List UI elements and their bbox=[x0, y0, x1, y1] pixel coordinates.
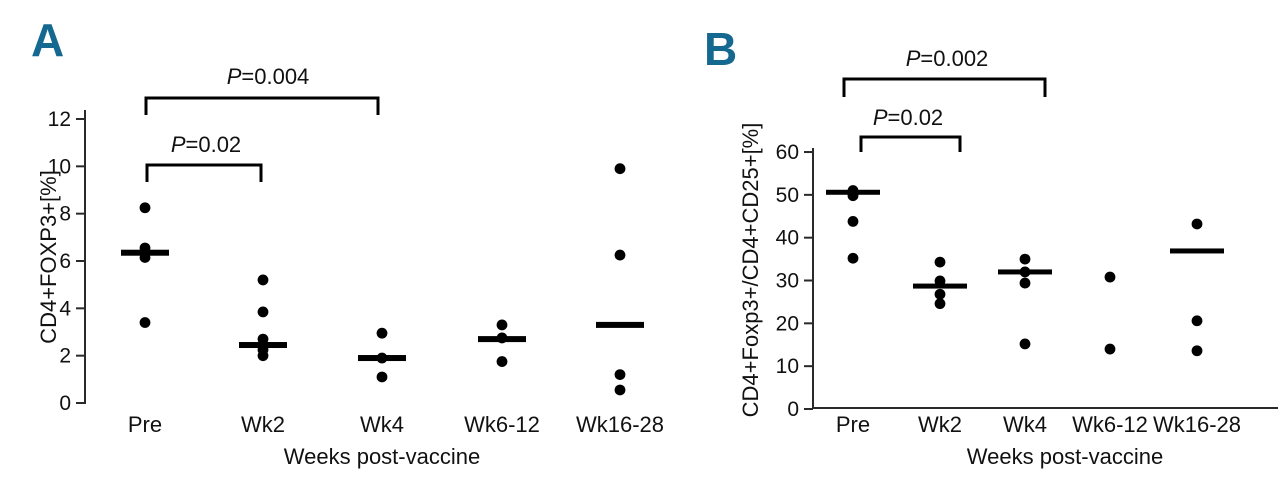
y-tick-label: 12 bbox=[48, 108, 71, 131]
y-axis-title: CD4+Foxp3+/CD4+CD25+[%] bbox=[738, 123, 763, 418]
data-point bbox=[376, 352, 388, 364]
y-tick-label: 60 bbox=[776, 141, 799, 164]
y-tick-label: 0 bbox=[787, 398, 799, 421]
category-label: Wk6-12 bbox=[1072, 412, 1148, 437]
category-label: Wk6-12 bbox=[464, 412, 540, 437]
data-point bbox=[139, 202, 151, 214]
category-label: Wk16-28 bbox=[576, 412, 664, 437]
data-point bbox=[847, 190, 859, 202]
data-point bbox=[1019, 266, 1031, 278]
significance-bracket bbox=[145, 163, 263, 182]
data-point bbox=[257, 306, 269, 318]
category-label: Wk4 bbox=[360, 412, 404, 437]
data-point bbox=[139, 242, 151, 254]
y-axis-title: CD4+FOXP3+[%] bbox=[36, 170, 61, 344]
data-point bbox=[934, 288, 946, 300]
data-point bbox=[934, 275, 946, 287]
data-point bbox=[1104, 343, 1116, 355]
p-value-label: P=0.02 bbox=[171, 132, 241, 157]
y-tick-label: 10 bbox=[776, 355, 799, 378]
data-point bbox=[847, 216, 859, 227]
x-axis-title: Weeks post-vaccine bbox=[284, 444, 480, 469]
significance-bracket bbox=[144, 96, 380, 115]
y-tick-label: 6 bbox=[59, 250, 71, 273]
category-label: Pre bbox=[128, 412, 162, 437]
median-bar bbox=[1170, 248, 1224, 254]
panel-b-letter: B bbox=[704, 23, 738, 75]
data-point bbox=[1104, 271, 1116, 283]
significance-bracket bbox=[859, 135, 962, 152]
data-point bbox=[139, 252, 151, 263]
y-tick-label: 8 bbox=[59, 203, 71, 226]
data-point bbox=[139, 317, 151, 328]
data-point bbox=[496, 332, 508, 344]
data-point bbox=[1191, 345, 1203, 357]
p-value-label: P=0.002 bbox=[906, 46, 989, 71]
x-axis-title: Weeks post-vaccine bbox=[967, 444, 1163, 469]
y-tick-label: 50 bbox=[776, 184, 799, 207]
p-value-label: P=0.004 bbox=[227, 64, 310, 89]
panel-a-letter: A bbox=[31, 14, 65, 66]
data-point bbox=[496, 356, 508, 367]
category-label: Pre bbox=[836, 412, 870, 437]
significance-bracket bbox=[842, 77, 1047, 97]
data-point bbox=[847, 252, 859, 264]
data-point bbox=[934, 298, 946, 310]
category-label: Wk2 bbox=[918, 412, 962, 437]
category-label: Wk4 bbox=[1003, 412, 1047, 437]
data-point bbox=[614, 163, 626, 175]
panel-b-plot: 0 10 20 30 40 50 60 Pre Wk2 Wk4 Wk6-12 Wk16-28 Weeks… bbox=[738, 46, 1278, 469]
panel-a: A 0 2 4 6 8 10 12 Pre Wk2 Wk4 Wk6-12 Wk16-28 Weeks p… bbox=[31, 14, 664, 469]
data-point bbox=[257, 333, 269, 345]
y-tick-label: 20 bbox=[776, 312, 799, 335]
category-label: Wk16-28 bbox=[1153, 412, 1241, 437]
data-point bbox=[1191, 315, 1203, 327]
median-bar bbox=[596, 321, 644, 328]
y-tick-label: 10 bbox=[48, 155, 71, 178]
data-point bbox=[1019, 253, 1031, 265]
data-point bbox=[257, 274, 269, 286]
panel-a-plot: 0 2 4 6 8 10 12 Pre Wk2 Wk4 Wk6-12 Wk16-28 Weeks pos… bbox=[36, 64, 664, 469]
y-tick-label: 4 bbox=[59, 297, 71, 320]
data-point bbox=[934, 256, 946, 268]
y-tick-label: 2 bbox=[59, 345, 71, 368]
y-tick-label: 30 bbox=[776, 270, 799, 293]
data-point bbox=[257, 350, 269, 362]
data-point bbox=[614, 249, 626, 261]
data-point bbox=[376, 327, 388, 339]
y-tick-label: 0 bbox=[59, 392, 71, 415]
data-point bbox=[496, 319, 508, 331]
data-point bbox=[1019, 277, 1031, 289]
panel-b: B 0 10 20 30 40 50 60 Pre Wk2 Wk4 Wk6-12 Wk16-28 Wee… bbox=[690, 0, 1280, 485]
y-tick-label: 40 bbox=[776, 227, 799, 250]
data-point bbox=[614, 384, 626, 396]
p-value-label: P=0.02 bbox=[873, 105, 943, 130]
data-point bbox=[376, 371, 388, 383]
data-point bbox=[1191, 218, 1203, 230]
data-point bbox=[1019, 338, 1031, 350]
category-label: Wk2 bbox=[241, 412, 285, 437]
data-point bbox=[614, 369, 626, 380]
